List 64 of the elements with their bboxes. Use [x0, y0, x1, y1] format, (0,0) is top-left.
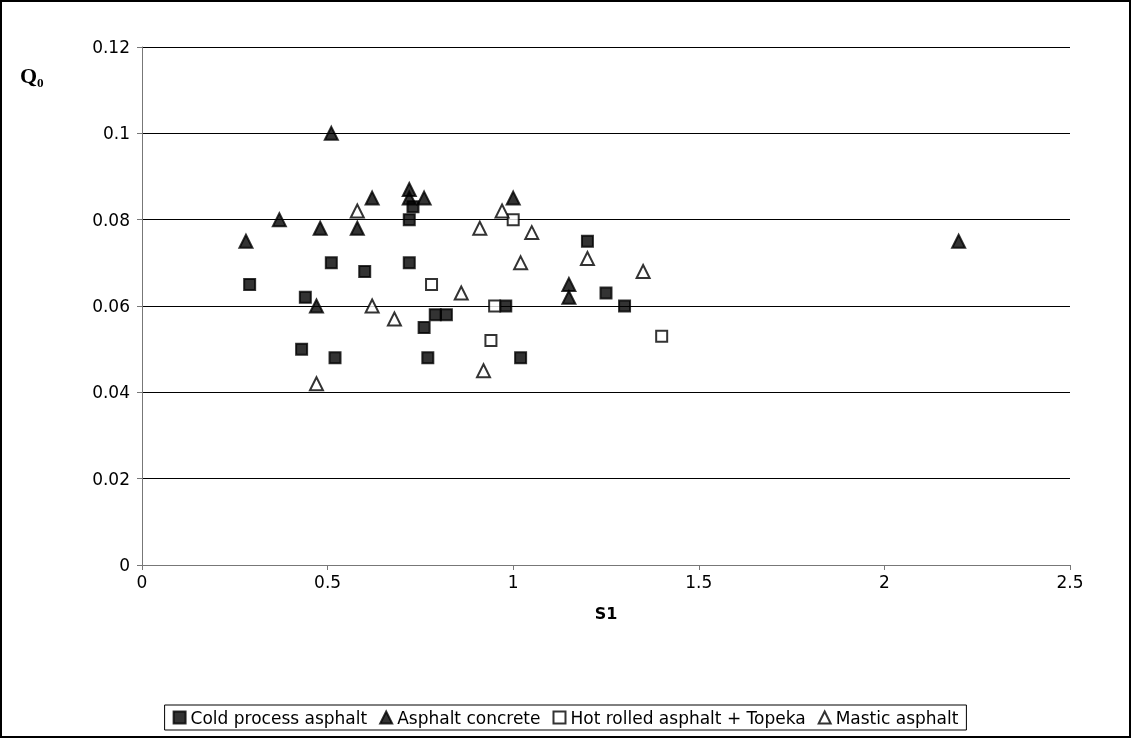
point — [488, 299, 502, 313]
y-tick-label: 0.12 — [92, 37, 130, 57]
point — [402, 256, 416, 270]
point — [416, 190, 432, 206]
y-tick-label: 0 — [119, 555, 130, 575]
y-tick-label: 0.1 — [102, 123, 130, 144]
point — [238, 233, 254, 249]
point — [561, 276, 577, 292]
point — [324, 256, 338, 270]
point — [298, 290, 312, 304]
point — [271, 212, 287, 228]
y-tick-label: 0.02 — [92, 468, 130, 489]
point — [599, 286, 613, 300]
x-tick-label: 1.5 — [685, 571, 713, 592]
point — [513, 255, 529, 271]
x-tick-label: 0 — [136, 571, 148, 592]
point — [308, 298, 324, 314]
point — [635, 263, 651, 279]
point — [328, 351, 342, 365]
point — [386, 311, 402, 327]
point — [453, 285, 469, 301]
point — [494, 203, 510, 219]
point — [323, 125, 339, 141]
point — [472, 220, 488, 236]
point — [364, 298, 380, 314]
y-tick-label: 0.06 — [92, 296, 130, 316]
point — [364, 190, 380, 206]
point — [308, 376, 324, 392]
point — [505, 190, 521, 206]
x-axis-title: S1 — [594, 603, 618, 623]
x-tick-label: 1 — [507, 571, 519, 592]
x-tick-label: 2.5 — [1056, 571, 1084, 592]
point — [401, 190, 417, 206]
point — [402, 213, 416, 227]
point — [312, 220, 328, 236]
legend-label: Cold process asphalt — [190, 707, 368, 728]
point — [506, 213, 520, 227]
point — [425, 277, 439, 291]
point — [349, 203, 365, 219]
point — [349, 220, 365, 236]
y-tick-label: 0.08 — [92, 209, 130, 230]
point — [579, 251, 595, 267]
y-axis-title: Q₀ — [20, 62, 45, 88]
point — [417, 321, 431, 335]
legend-label: Hot rolled asphalt + Topeka — [570, 707, 806, 728]
point — [439, 308, 453, 322]
point — [421, 351, 435, 365]
point — [484, 334, 498, 348]
point — [561, 289, 577, 305]
legend-label: Asphalt concrete — [397, 707, 541, 728]
point — [358, 264, 372, 278]
point — [476, 363, 491, 379]
point — [514, 351, 528, 365]
y-tick-label: 0.04 — [92, 382, 130, 403]
x-tick-label: 0.5 — [314, 571, 342, 592]
point — [951, 233, 967, 249]
point — [243, 277, 257, 291]
point — [295, 342, 309, 356]
point — [618, 299, 632, 313]
x-tick-label: 2 — [878, 571, 890, 592]
point — [580, 234, 594, 248]
legend-label: Mastic asphalt — [835, 707, 959, 728]
point — [524, 225, 540, 241]
point — [655, 329, 669, 343]
